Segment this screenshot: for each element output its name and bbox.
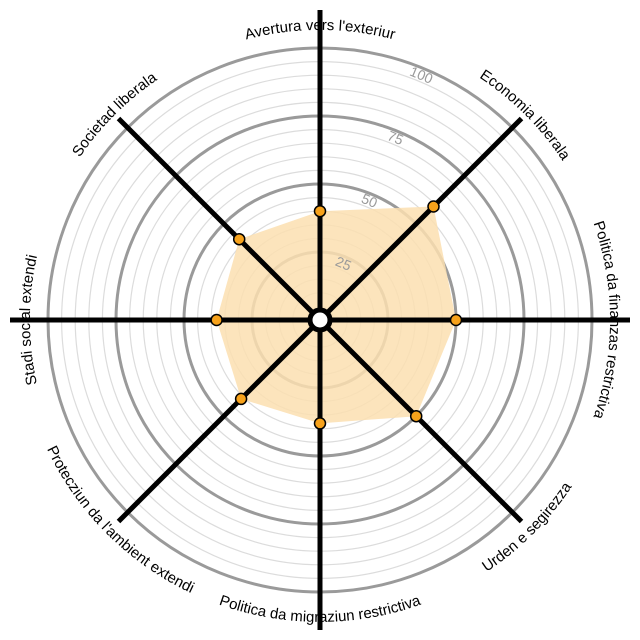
value-marker-4 — [313, 417, 327, 430]
center-hub-circle — [307, 307, 333, 333]
tick-label-75: 75 — [385, 127, 406, 148]
value-marker-3 — [409, 409, 423, 423]
value-area — [216, 206, 456, 424]
value-marker-0 — [313, 204, 327, 218]
value-marker-2 — [449, 313, 463, 327]
spoke-7 — [116, 116, 322, 322]
spoke-5 — [116, 318, 322, 524]
tick-labels: 25 50 75 100 — [333, 63, 435, 274]
tick-label-100: 100 — [408, 63, 436, 87]
value-marker-1 — [427, 200, 440, 213]
value-area-polygon — [216, 206, 456, 424]
tick-label-50: 50 — [359, 190, 380, 211]
value-markers — [210, 200, 463, 430]
value-marker-5 — [234, 392, 248, 406]
value-marker-7 — [232, 232, 246, 246]
center-hub — [307, 307, 333, 333]
spoke-1 — [318, 116, 524, 322]
axis-spokes — [10, 10, 630, 630]
tick-label-25: 25 — [333, 253, 354, 274]
spoke-3 — [318, 318, 524, 524]
value-marker-6 — [210, 313, 223, 327]
